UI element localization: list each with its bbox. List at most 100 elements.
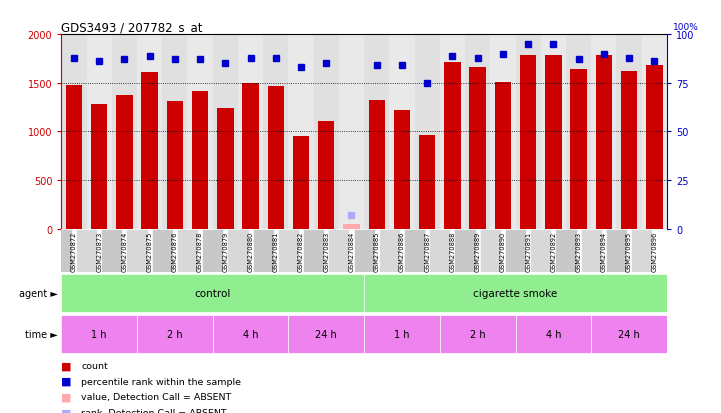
Bar [440, 35, 465, 229]
Bar [570, 70, 587, 229]
Bar [596, 55, 612, 229]
Bar [631, 229, 653, 273]
Text: 24 h: 24 h [315, 330, 337, 339]
Bar [530, 229, 552, 273]
Text: GSM270895: GSM270895 [626, 231, 632, 271]
Text: cigarette smoke: cigarette smoke [474, 288, 557, 298]
Bar [343, 224, 360, 229]
Bar [591, 35, 616, 229]
Text: GSM270881: GSM270881 [273, 231, 279, 271]
Text: GDS3493 / 207782_s_at: GDS3493 / 207782_s_at [61, 21, 203, 34]
Bar [646, 66, 663, 229]
Bar [252, 229, 274, 273]
Text: GSM270879: GSM270879 [222, 231, 229, 271]
Bar [339, 35, 364, 229]
Bar [495, 83, 511, 229]
Bar [545, 55, 562, 229]
Text: value, Detection Call = ABSENT: value, Detection Call = ABSENT [81, 392, 231, 401]
Bar [389, 35, 415, 229]
Bar [440, 316, 516, 354]
Text: GSM270882: GSM270882 [298, 231, 304, 272]
Text: ■: ■ [61, 408, 72, 413]
Bar [520, 55, 536, 229]
Text: GSM270888: GSM270888 [449, 231, 456, 272]
Text: count: count [81, 361, 108, 370]
Bar [101, 229, 123, 273]
Bar [490, 35, 516, 229]
Bar [465, 35, 490, 229]
Text: 1 h: 1 h [92, 330, 107, 339]
Bar [591, 316, 667, 354]
Bar [303, 229, 324, 273]
Bar [606, 229, 627, 273]
Bar [364, 35, 389, 229]
Bar [227, 229, 249, 273]
Bar [278, 229, 299, 273]
Bar [137, 316, 213, 354]
Bar [87, 35, 112, 229]
Bar [516, 316, 591, 354]
Bar [469, 68, 486, 229]
Bar [202, 229, 224, 273]
Text: GSM270886: GSM270886 [399, 231, 405, 272]
Bar [151, 229, 173, 273]
Text: rank, Detection Call = ABSENT: rank, Detection Call = ABSENT [81, 408, 227, 413]
Bar [213, 35, 238, 229]
Text: GSM270885: GSM270885 [373, 231, 380, 272]
Bar [50, 229, 72, 273]
Bar [621, 71, 637, 229]
Text: GSM270889: GSM270889 [474, 231, 481, 271]
Text: agent ►: agent ► [19, 288, 58, 298]
Bar [263, 35, 288, 229]
Bar [353, 229, 375, 273]
Bar [394, 111, 410, 229]
Text: GSM270887: GSM270887 [424, 231, 430, 272]
Text: 2 h: 2 h [167, 330, 182, 339]
Text: GSM270883: GSM270883 [323, 231, 329, 271]
Bar [454, 229, 476, 273]
Bar [217, 108, 234, 229]
Text: control: control [195, 288, 231, 298]
Text: GSM270873: GSM270873 [96, 231, 102, 271]
Text: 2 h: 2 h [470, 330, 485, 339]
Bar [116, 95, 133, 229]
Text: 4 h: 4 h [243, 330, 258, 339]
Text: GSM270875: GSM270875 [146, 231, 153, 272]
Text: time ►: time ► [25, 330, 58, 339]
Text: GSM270880: GSM270880 [247, 231, 254, 272]
Bar [328, 229, 350, 273]
Text: 4 h: 4 h [546, 330, 561, 339]
Text: GSM270894: GSM270894 [601, 231, 607, 271]
Text: 24 h: 24 h [618, 330, 640, 339]
Bar [555, 229, 577, 273]
Text: GSM270893: GSM270893 [575, 231, 582, 271]
Bar [364, 316, 440, 354]
Bar [479, 229, 501, 273]
Bar [61, 274, 364, 312]
Bar [91, 104, 107, 229]
Bar [541, 35, 566, 229]
Bar [379, 229, 400, 273]
Bar [293, 137, 309, 229]
Text: GSM270878: GSM270878 [197, 231, 203, 272]
Bar [368, 101, 385, 229]
Bar [580, 229, 602, 273]
Bar [419, 136, 435, 229]
Text: percentile rank within the sample: percentile rank within the sample [81, 377, 242, 386]
Bar [213, 316, 288, 354]
Text: GSM270884: GSM270884 [348, 231, 355, 272]
Bar [314, 35, 339, 229]
Bar [318, 121, 335, 229]
Bar [566, 35, 591, 229]
Bar [616, 35, 642, 229]
Text: ■: ■ [61, 376, 72, 386]
Bar [61, 35, 87, 229]
Bar [162, 35, 187, 229]
Bar [642, 35, 667, 229]
Bar [267, 87, 284, 229]
Bar [137, 35, 162, 229]
Bar [76, 229, 97, 273]
Text: 100%: 100% [673, 24, 699, 32]
Bar [288, 316, 364, 354]
Text: GSM270872: GSM270872 [71, 231, 77, 272]
